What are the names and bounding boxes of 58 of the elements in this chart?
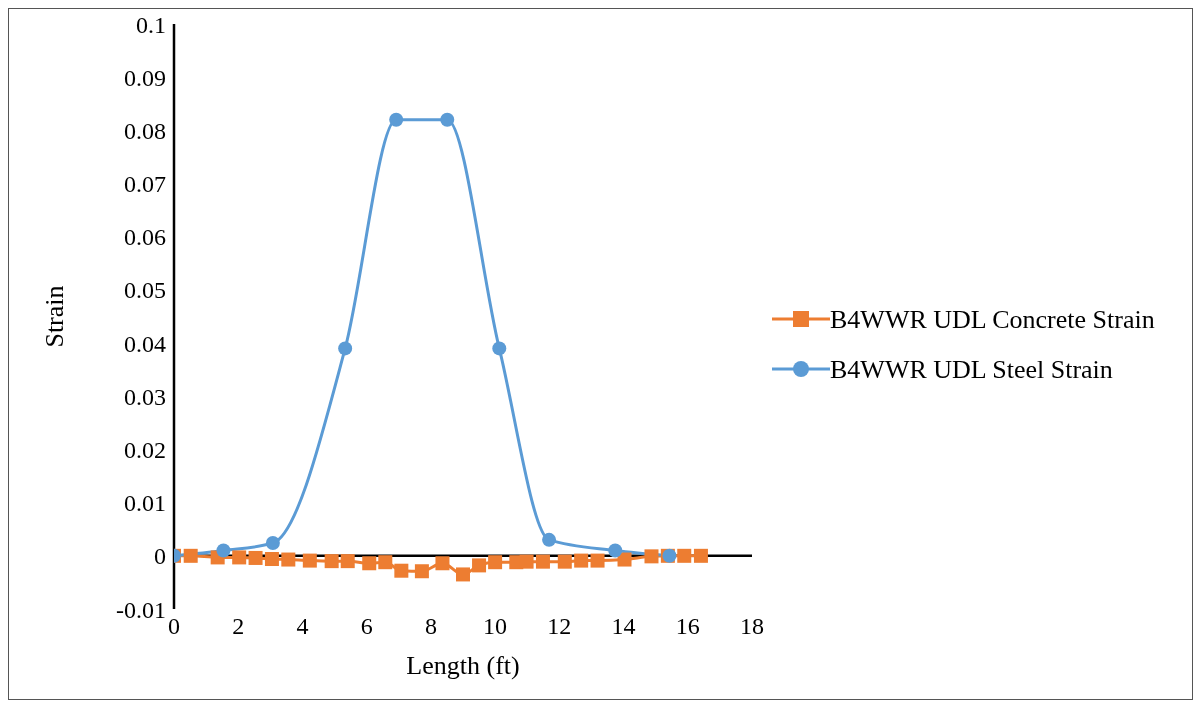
point bbox=[535, 554, 550, 569]
legend-label: B4WWR UDL Steel Strain bbox=[830, 354, 1113, 386]
x-tick-label: 6 bbox=[360, 613, 373, 640]
point bbox=[394, 563, 409, 578]
y-tick-label: -0.01 bbox=[116, 596, 166, 623]
point bbox=[574, 553, 589, 568]
point bbox=[693, 548, 708, 563]
y-axis-title: Strain bbox=[40, 285, 70, 348]
point bbox=[281, 552, 296, 567]
y-tick-label: 0.03 bbox=[124, 383, 166, 410]
y-tick-label: 0.1 bbox=[136, 11, 166, 38]
point bbox=[542, 532, 557, 547]
y-tick-label: 0.04 bbox=[124, 330, 166, 357]
x-tick-label: 18 bbox=[740, 613, 764, 640]
point bbox=[440, 112, 455, 127]
point bbox=[414, 564, 429, 579]
y-tick-label: 0 bbox=[154, 543, 166, 570]
y-tick-label: 0.06 bbox=[124, 224, 166, 251]
point bbox=[264, 552, 279, 567]
point bbox=[488, 555, 503, 570]
y-tick-label: 0.05 bbox=[124, 277, 166, 304]
x-tick-label: 14 bbox=[611, 613, 636, 640]
point bbox=[472, 558, 487, 573]
point bbox=[519, 554, 534, 569]
point bbox=[302, 553, 317, 568]
point bbox=[557, 554, 572, 569]
point bbox=[362, 556, 377, 571]
point bbox=[232, 550, 247, 565]
x-tick-label: 16 bbox=[675, 613, 700, 640]
legend-label: B4WWR UDL Concrete Strain bbox=[830, 304, 1155, 336]
point bbox=[265, 536, 280, 551]
y-tick-label: 0.01 bbox=[124, 490, 166, 517]
point bbox=[248, 550, 263, 565]
x-tick-label: 12 bbox=[547, 613, 572, 640]
y-tick-label: 0.07 bbox=[124, 171, 166, 198]
point bbox=[216, 543, 231, 558]
point bbox=[644, 549, 659, 564]
point bbox=[340, 554, 355, 569]
x-axis-title: Length (ft) bbox=[406, 651, 520, 680]
point bbox=[608, 543, 623, 558]
point bbox=[338, 341, 353, 356]
point bbox=[677, 548, 692, 563]
point bbox=[389, 112, 404, 127]
x-tick-label: 2 bbox=[232, 613, 245, 640]
x-tick-label: 8 bbox=[424, 613, 437, 640]
point bbox=[378, 555, 393, 570]
point bbox=[456, 567, 470, 582]
point bbox=[435, 556, 450, 571]
point bbox=[590, 553, 605, 568]
point bbox=[183, 548, 198, 563]
point bbox=[492, 341, 507, 356]
x-tick-label: 10 bbox=[483, 613, 508, 640]
point bbox=[617, 552, 632, 567]
y-tick-label: 0.02 bbox=[124, 436, 166, 463]
x-tick-label: 4 bbox=[296, 613, 309, 640]
y-tick-label: 0.09 bbox=[124, 64, 166, 91]
y-tick-label: 0.08 bbox=[124, 117, 166, 144]
point bbox=[324, 554, 339, 569]
